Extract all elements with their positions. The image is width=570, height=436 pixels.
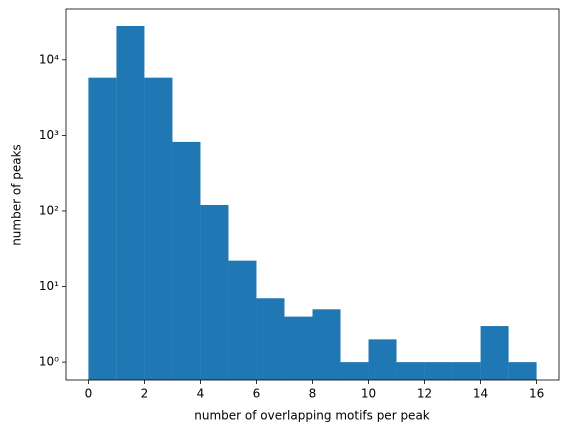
bar <box>508 362 537 380</box>
bar <box>480 326 509 380</box>
x-tick-label: 16 <box>529 387 544 401</box>
bar <box>284 316 313 380</box>
y-tick-label: 10¹ <box>39 279 59 293</box>
x-axis-label: number of overlapping motifs per peak <box>194 409 430 423</box>
bar <box>228 260 257 380</box>
x-tick-label: 14 <box>473 387 488 401</box>
bar <box>452 362 481 380</box>
bar <box>116 26 145 381</box>
bar <box>200 204 229 380</box>
plot-frame <box>65 8 560 381</box>
x-tick-label: 6 <box>253 387 261 401</box>
y-axis-label: number of peaks <box>10 144 24 246</box>
x-tick-label: 10 <box>361 387 376 401</box>
bar <box>424 362 453 380</box>
bar <box>172 141 201 380</box>
bar <box>312 309 341 380</box>
x-tick-label: 4 <box>197 387 205 401</box>
bar <box>144 77 173 381</box>
bar <box>88 77 117 381</box>
y-tick-label: 10³ <box>39 128 59 142</box>
x-tick-label: 2 <box>141 387 149 401</box>
y-tick-label: 10⁰ <box>39 355 59 369</box>
bar <box>340 362 369 380</box>
x-tick-label: 12 <box>417 387 432 401</box>
x-tick-label: 0 <box>85 387 93 401</box>
x-tick-label: 8 <box>309 387 317 401</box>
bar <box>368 339 397 380</box>
bar <box>396 362 425 380</box>
bar <box>256 298 285 380</box>
y-tick-label: 10² <box>39 203 59 217</box>
y-tick-label: 10⁴ <box>39 52 59 66</box>
